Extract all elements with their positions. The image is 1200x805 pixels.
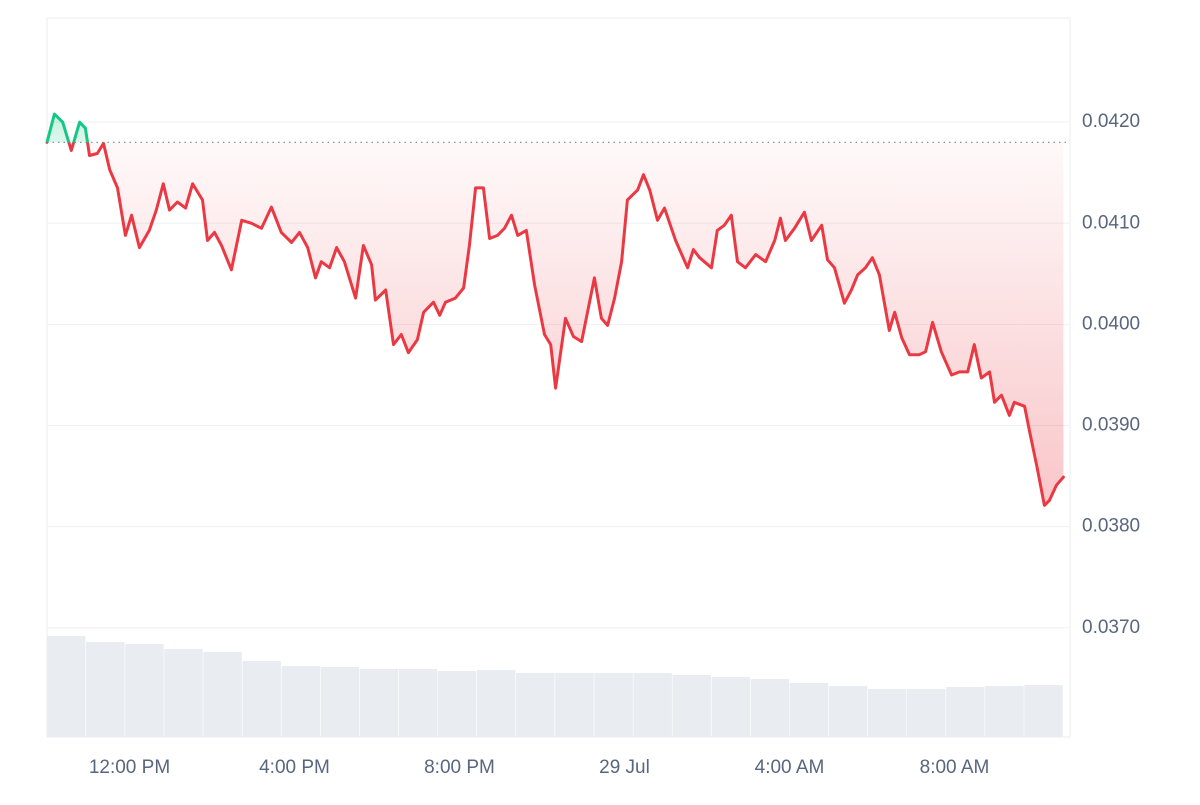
y-tick-label: 0.0380 <box>1082 516 1140 537</box>
x-tick-label: 4:00 AM <box>755 757 825 778</box>
volume-bar <box>477 670 516 737</box>
volume-bar <box>164 649 203 737</box>
x-tick-label: 8:00 AM <box>920 757 990 778</box>
volume-bar <box>633 673 672 737</box>
volume-bar <box>516 673 555 737</box>
volume-bar <box>946 687 985 737</box>
y-tick-label: 0.0410 <box>1082 212 1140 233</box>
volume-bar <box>359 669 399 737</box>
volume-bar <box>985 686 1024 737</box>
x-tick-label: 8:00 PM <box>424 757 495 778</box>
volume-bar <box>86 642 125 737</box>
volume-bar <box>828 686 868 737</box>
volume-bar <box>47 636 86 737</box>
y-tick-label: 0.0370 <box>1082 617 1140 638</box>
y-tick-label: 0.0400 <box>1082 313 1140 334</box>
volume-bar <box>320 667 360 737</box>
volume-bar <box>555 673 594 737</box>
x-tick-label: 4:00 PM <box>259 757 330 778</box>
volume-bar <box>242 661 281 737</box>
volume-bar <box>398 669 438 737</box>
price-line <box>45 112 1065 507</box>
volume-bar <box>750 679 790 737</box>
volume-bar <box>1024 685 1063 737</box>
volume-bar <box>672 675 711 737</box>
area-fill <box>47 114 1064 506</box>
volume-bar <box>281 666 321 737</box>
volume-bar <box>594 673 633 737</box>
x-tick-label: 29 Jul <box>599 757 650 778</box>
volume-bar <box>203 652 242 737</box>
volume-bar <box>125 644 164 737</box>
volume-bar <box>907 689 946 737</box>
y-tick-label: 0.0420 <box>1082 111 1140 132</box>
volume-bar <box>437 671 477 737</box>
volume-bar <box>867 689 907 737</box>
y-tick-label: 0.0390 <box>1082 415 1140 436</box>
volume-bar <box>711 677 751 737</box>
volume-bar <box>789 683 829 737</box>
x-tick-label: 12:00 PM <box>89 757 170 778</box>
